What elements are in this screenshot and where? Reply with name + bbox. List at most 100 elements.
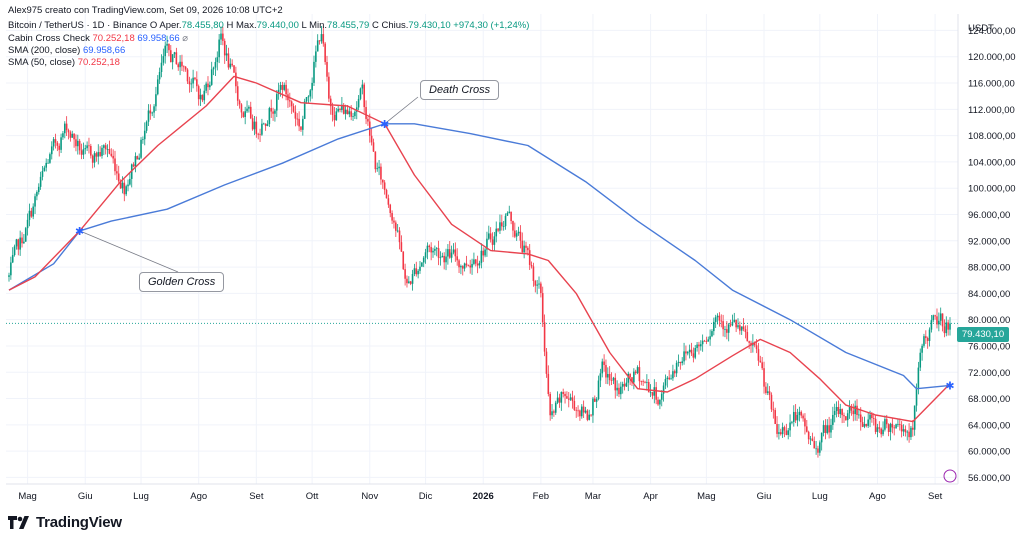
candle-body [355,107,358,112]
open-value: 78.455,80 [181,20,224,31]
price-tick-label: 56.000,00 [968,473,1010,484]
candle-body [177,64,180,68]
candle-body [904,429,907,433]
candle-body [246,108,248,112]
candle-body [528,250,531,265]
candle-body [727,324,730,333]
candle-body [923,336,925,346]
candle-body [670,378,672,380]
candle-body [47,162,49,164]
death-cross-connector [384,96,419,125]
candle-body [17,239,20,250]
time-tick-label: Mar [585,491,601,502]
candle-body [616,387,618,391]
candle-body [809,438,812,440]
candle-body [499,222,501,231]
indicator-sma200[interactable]: SMA (200, close) 69.958,66 [8,45,125,56]
candle-body [768,391,771,395]
candle-body [155,94,157,107]
indicator2-value: 69.958,66 [82,45,126,56]
time-tick-label: Set [928,491,943,502]
candle-body [757,349,760,361]
candle-body [852,410,855,415]
candle-body [876,427,879,432]
candle-body [729,324,732,326]
candle-body [594,398,596,402]
candle-body [300,126,302,130]
candle-body [545,351,548,374]
candle-body [210,69,213,85]
price-tick-label: 104.000,00 [968,157,1016,168]
candle-body [348,111,351,115]
candle-body [123,182,126,195]
candle-body [856,405,858,416]
candle-body [322,34,325,44]
candle-body [298,118,300,127]
indicator-sma50[interactable]: SMA (50, close) 70.252,18 [8,57,120,68]
golden-cross-callout[interactable]: Golden Cross [139,272,225,292]
candle-body [478,262,481,266]
candle-body [748,341,750,343]
candle-body [257,133,259,135]
candle-body [166,43,168,46]
candle-body [817,448,819,453]
candle-body [354,111,356,117]
price-tick-label: 72.000,00 [968,368,1010,379]
candle-body [350,111,352,117]
tradingview-logo[interactable]: TradingView [8,514,122,531]
candle-body [78,140,81,151]
candle-body [519,231,522,241]
candle-body [184,66,187,70]
candle-body [815,448,817,450]
candle-body [101,147,103,156]
candle-body [181,61,183,67]
symbol-label[interactable]: Bitcoin / TetherUS · 1D · Binance [8,20,148,31]
candle-body [54,139,57,143]
candle-body [700,344,702,347]
candle-body [249,106,252,119]
indicator1-name: Cabin Cross Check [8,33,90,44]
candle-body [614,377,617,391]
high-value: 79.440,00 [256,20,299,31]
current-price-tag: 79.430,10 [957,327,1009,342]
tradingview-logo-text: TradingView [36,514,122,531]
candle-body [238,100,241,105]
candle-body [558,397,561,403]
candle-body [34,196,36,207]
indicator3-name: SMA (50, close) [8,57,76,68]
candle-body [264,123,267,126]
candle-body [365,107,367,119]
candle-body [309,90,312,97]
candle-body [445,256,447,263]
candle-body [339,108,341,110]
candle-body [484,249,486,256]
candle-body [474,259,477,264]
candle-body [460,266,462,268]
candle-body [422,257,425,263]
candle-body [588,414,591,420]
candle-body [685,351,687,354]
death-cross-callout[interactable]: Death Cross [420,80,500,100]
candle-body [203,90,206,101]
candle-body [696,344,698,349]
candle-body [508,211,511,213]
low-label: L [301,20,307,31]
candle-body [448,249,451,258]
candle-body [774,410,776,425]
candle-body [421,262,423,267]
candle-body [590,414,592,416]
candle-body [713,321,715,332]
candle-body [722,321,724,330]
candle-body [595,399,598,402]
candle-body [279,84,282,90]
settings-icon[interactable]: ⌀ [182,33,189,44]
candle-body [858,414,860,416]
candle-body [352,116,354,117]
candle-body [660,393,663,400]
candle-body [302,118,304,130]
candle-body [785,430,788,435]
indicator-cabin-cross[interactable]: Cabin Cross Check 70.252,18 69.958,66 ⌀ [8,33,188,44]
candle-body [627,373,630,383]
candle-body [664,379,667,386]
